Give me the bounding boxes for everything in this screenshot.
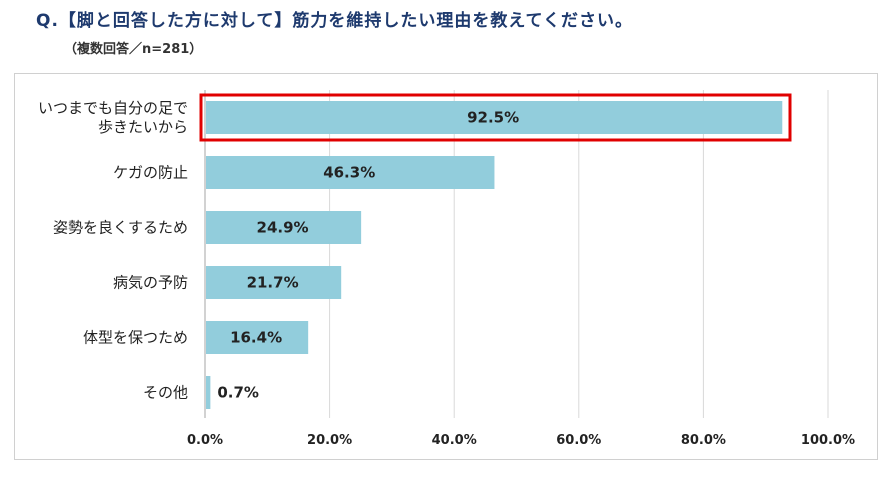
bar: [206, 211, 362, 244]
category-label: 体型を保つため: [83, 329, 188, 347]
category-label: 病気の予防: [113, 274, 188, 292]
bar: [206, 266, 342, 299]
data-label: 46.3%: [323, 164, 375, 182]
category-label: その他: [143, 384, 188, 402]
bar: [206, 376, 211, 409]
category-label: いつまでも自分の足で歩きたいから: [38, 99, 188, 136]
bars: 92.5% 46.3% 24.9% 21.7% 16.4% 0.7%: [206, 101, 783, 409]
highlight-rectangle: [199, 93, 792, 142]
chart-subtitle: （複数回答／n=281）: [64, 42, 203, 57]
data-label: 92.5%: [467, 109, 519, 127]
category-label: ケガの防止: [113, 164, 188, 182]
bar: [206, 321, 309, 354]
x-tick-label: 0.0%: [187, 433, 223, 448]
data-label: 0.7%: [217, 384, 259, 402]
data-label: 16.4%: [230, 329, 282, 347]
highlight-box: [199, 93, 792, 142]
x-axis-ticks: 0.0% 20.0% 40.0% 60.0% 80.0% 100.0%: [187, 433, 855, 448]
chart-frame: [14, 73, 878, 460]
data-label: 21.7%: [247, 274, 299, 292]
category-label: 姿勢を良くするため: [53, 219, 188, 237]
x-tick-label: 40.0%: [432, 433, 477, 448]
data-label: 24.9%: [257, 219, 309, 237]
gridlines: [204, 90, 829, 418]
x-tick-label: 60.0%: [556, 433, 601, 448]
bar: [206, 101, 783, 134]
bar: [206, 156, 495, 189]
category-labels: いつまでも自分の足で歩きたいからケガの防止姿勢を良くするため病気の予防体型を保つ…: [38, 99, 188, 402]
x-tick-label: 80.0%: [681, 433, 726, 448]
chart-title: Q.【脚と回答した方に対して】筋力を維持したい理由を教えてください。: [36, 11, 634, 31]
x-tick-label: 100.0%: [801, 433, 855, 448]
x-tick-label: 20.0%: [307, 433, 352, 448]
